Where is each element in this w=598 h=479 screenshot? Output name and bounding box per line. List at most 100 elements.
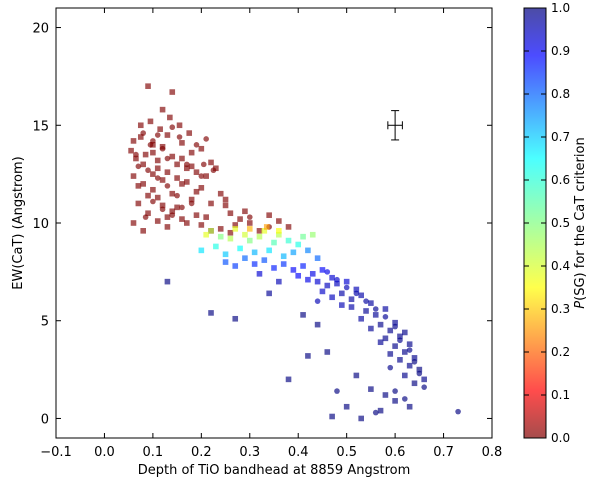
data-point bbox=[363, 308, 369, 314]
colorbar-ticks: 0.0 0.1 0.2 0.3 0.4 0.5 0.6 0.7 0.8 0.9 1.0 bbox=[524, 1, 570, 445]
data-point bbox=[164, 224, 171, 230]
x-tick-label: 0.7 bbox=[433, 445, 454, 460]
data-point bbox=[159, 145, 166, 152]
y-axis: 0 5 10 15 20 bbox=[32, 22, 492, 427]
colorbar-tick-label: 0.4 bbox=[551, 259, 570, 273]
data-point bbox=[193, 169, 200, 175]
colorbar-tick-label: 1.0 bbox=[551, 1, 570, 15]
data-points bbox=[128, 83, 461, 422]
data-point bbox=[167, 114, 173, 121]
data-point bbox=[319, 267, 326, 273]
data-point bbox=[184, 179, 190, 185]
data-point bbox=[368, 325, 374, 332]
data-point bbox=[334, 280, 340, 287]
data-point bbox=[198, 185, 205, 191]
data-point bbox=[150, 198, 156, 205]
data-point bbox=[179, 140, 185, 146]
colorbar-tick-label: 0.3 bbox=[551, 302, 570, 316]
data-point bbox=[198, 222, 205, 228]
data-point bbox=[285, 376, 292, 383]
data-point bbox=[174, 161, 180, 168]
data-point bbox=[193, 212, 200, 218]
data-point bbox=[188, 149, 195, 156]
data-point bbox=[266, 290, 272, 297]
data-point bbox=[256, 233, 263, 240]
colorbar-tick-label: 0.8 bbox=[551, 87, 570, 101]
data-point bbox=[179, 181, 185, 187]
data-point bbox=[280, 253, 287, 260]
data-point bbox=[392, 398, 398, 404]
data-point bbox=[213, 243, 219, 250]
data-point bbox=[334, 388, 340, 394]
data-point bbox=[217, 226, 224, 232]
data-point bbox=[372, 409, 379, 416]
data-point bbox=[145, 192, 151, 199]
data-point bbox=[147, 142, 154, 148]
data-point bbox=[319, 288, 326, 295]
data-point bbox=[251, 249, 258, 256]
data-point bbox=[222, 196, 229, 203]
data-point bbox=[406, 362, 413, 369]
data-point bbox=[140, 130, 146, 136]
data-point bbox=[184, 165, 190, 172]
data-point bbox=[232, 315, 239, 322]
data-point bbox=[159, 177, 166, 183]
data-point bbox=[382, 314, 389, 320]
data-point bbox=[309, 271, 316, 277]
data-point bbox=[159, 106, 166, 113]
data-point bbox=[150, 149, 156, 156]
data-point bbox=[208, 228, 214, 234]
data-point bbox=[421, 384, 427, 390]
y-tick-label: 5 bbox=[41, 315, 49, 330]
data-point bbox=[242, 208, 248, 215]
data-point bbox=[142, 214, 149, 220]
x-tick-label: 0.4 bbox=[288, 445, 309, 460]
x-tick-label: 0.1 bbox=[143, 445, 164, 460]
data-point bbox=[314, 298, 321, 304]
data-point bbox=[137, 134, 144, 140]
data-point bbox=[140, 228, 146, 234]
data-point bbox=[133, 151, 139, 158]
data-point bbox=[179, 155, 185, 162]
data-point bbox=[203, 136, 209, 142]
data-point bbox=[280, 261, 287, 267]
data-point bbox=[176, 134, 183, 140]
data-point bbox=[213, 165, 219, 172]
y-tick-label: 10 bbox=[32, 217, 49, 232]
data-point bbox=[198, 145, 205, 152]
data-point bbox=[392, 319, 398, 326]
data-point bbox=[137, 122, 144, 129]
data-point bbox=[242, 255, 248, 261]
data-point bbox=[210, 167, 217, 174]
data-point bbox=[256, 271, 263, 277]
data-point bbox=[227, 235, 234, 242]
data-point bbox=[130, 138, 137, 144]
data-point bbox=[402, 329, 408, 336]
x-tick-label: 0.5 bbox=[336, 445, 357, 460]
data-point bbox=[353, 286, 360, 293]
x-tick-label: 0.3 bbox=[239, 445, 260, 460]
data-point bbox=[392, 323, 398, 330]
data-point bbox=[246, 220, 253, 226]
data-point bbox=[406, 403, 413, 410]
data-point bbox=[290, 267, 297, 273]
data-point bbox=[324, 282, 331, 289]
data-point bbox=[343, 284, 350, 291]
data-point bbox=[455, 408, 461, 415]
data-point bbox=[142, 151, 149, 158]
data-point bbox=[329, 294, 335, 301]
data-point bbox=[154, 218, 161, 224]
data-point bbox=[416, 370, 423, 377]
data-point bbox=[387, 351, 394, 357]
data-point bbox=[324, 269, 331, 275]
data-point bbox=[164, 169, 171, 175]
data-point bbox=[329, 274, 335, 281]
data-point bbox=[145, 210, 151, 217]
data-point bbox=[130, 220, 137, 226]
data-point bbox=[179, 216, 185, 222]
data-point bbox=[363, 298, 369, 304]
data-point bbox=[368, 300, 374, 306]
data-point bbox=[222, 259, 229, 265]
data-point bbox=[186, 130, 193, 136]
data-point bbox=[372, 306, 379, 312]
